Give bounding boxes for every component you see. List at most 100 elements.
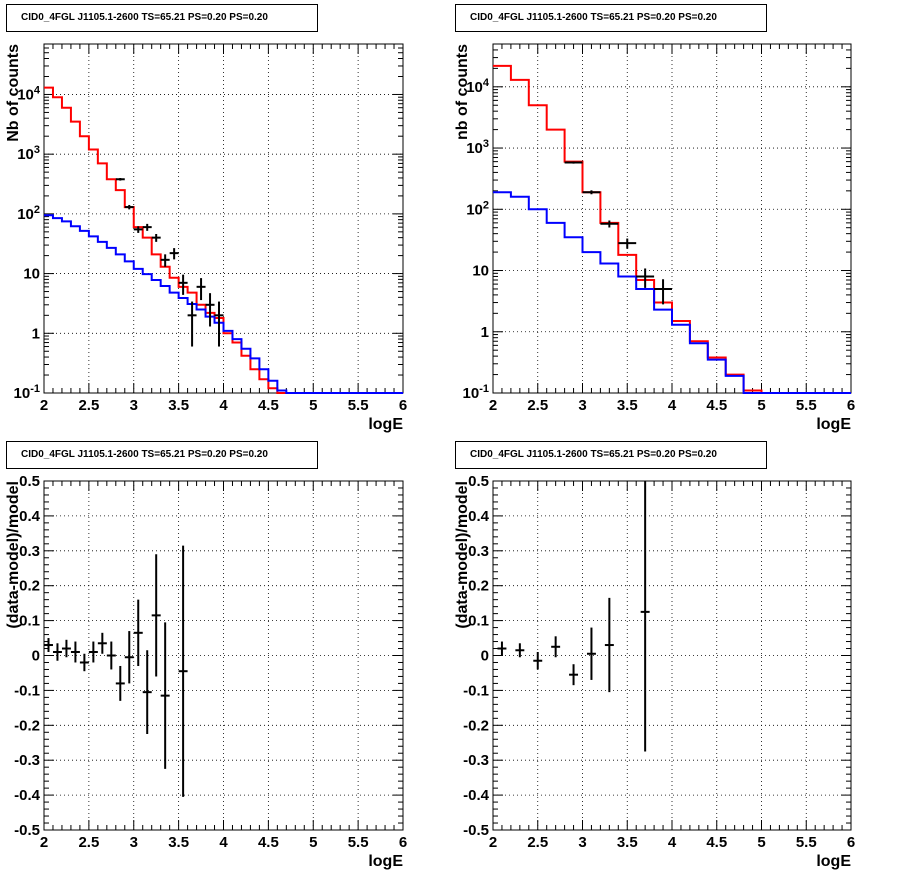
- data-point-3: [551, 636, 561, 658]
- x-tick-label: 3: [578, 834, 586, 851]
- y-tick-label: -0.2: [463, 717, 489, 734]
- data-point-3: [70, 641, 80, 663]
- x-tick-label: 3: [130, 834, 138, 851]
- x-tick-label: 4.5: [706, 397, 727, 414]
- data-point-11: [214, 301, 224, 347]
- y-axis-label: Nb of counts: [5, 44, 22, 142]
- data-point-5: [586, 627, 596, 680]
- x-tick-label: 6: [399, 834, 407, 851]
- x-tick-label: 5.5: [348, 397, 369, 414]
- y-tick-label: -0.1: [14, 682, 40, 699]
- x-tick-label: 3.5: [168, 834, 189, 851]
- x-tick-label: 2.5: [527, 397, 548, 414]
- y-tick-label: 0: [32, 648, 40, 665]
- y-tick-label: -0.5: [14, 822, 40, 839]
- y-tick-label: 103: [466, 138, 489, 157]
- y-tick-label: 10: [23, 266, 40, 283]
- data-point-0: [564, 161, 583, 164]
- y-axis-label: (data-model)/model: [5, 481, 22, 629]
- y-tick-label: -0.4: [14, 787, 41, 804]
- x-tick-label: 2: [40, 834, 48, 851]
- data-point-4: [636, 268, 655, 288]
- data-point-4: [569, 664, 579, 686]
- x-tick-label: 2: [489, 834, 497, 851]
- grid-lines: [44, 44, 403, 393]
- x-tick-label: 2.5: [527, 834, 548, 851]
- x-tick-label: 4: [219, 834, 228, 851]
- data-point-6: [604, 597, 614, 693]
- data-point-2: [533, 652, 543, 670]
- data-point-1: [582, 190, 601, 195]
- data-point-7: [640, 481, 650, 752]
- x-tick-label: 5: [757, 834, 765, 851]
- y-tick-label: 0.1: [468, 613, 489, 630]
- y-tick-label: -0.1: [463, 682, 489, 699]
- x-tick-label: 2: [489, 397, 497, 414]
- data-point-3: [618, 238, 637, 249]
- plot-title-bottom-left: CID0_4FGL J1105.1-2600 TS=65.21 PS=0.20 …: [6, 441, 318, 469]
- y-tick-label: 102: [17, 204, 40, 223]
- x-tick-label: 5: [309, 834, 317, 851]
- x-tick-label: 4: [668, 397, 677, 414]
- y-tick-label: 103: [17, 144, 40, 163]
- data-point-2: [600, 220, 619, 228]
- axis-ticks: [492, 480, 852, 831]
- x-tick-label: 6: [399, 397, 407, 414]
- axis-ticks: [43, 480, 404, 831]
- data-point-2: [61, 639, 71, 658]
- y-tick-label: 0.4: [468, 508, 490, 525]
- data-point-12: [151, 554, 161, 677]
- histogram-red: [493, 64, 851, 394]
- y-tick-label: 104: [17, 84, 41, 103]
- x-tick-label: 3: [130, 397, 138, 414]
- panel-2: 2 2.5 3 3.5 4 4.5 5 5.5 6 -0.5 -0.4 -0.3 -0.2 -0.1 0 0.…: [5, 473, 407, 870]
- data-point-1: [52, 643, 62, 661]
- data-point-7: [178, 274, 188, 295]
- data-point-6: [169, 248, 179, 260]
- y-tick-label: 0.2: [19, 578, 40, 595]
- x-tick-label: 4.5: [258, 834, 279, 851]
- y-tick-label: 102: [466, 199, 489, 218]
- data-point-4: [79, 653, 89, 672]
- y-tick-label: 0.4: [19, 508, 41, 525]
- data-point-8: [187, 301, 197, 347]
- y-tick-label: -0.4: [463, 787, 490, 804]
- data-point-5: [160, 254, 170, 267]
- y-tick-label: 10: [472, 263, 489, 280]
- data-point-10: [133, 599, 143, 666]
- x-tick-label: 3.5: [168, 397, 189, 414]
- x-axis-label: logE: [368, 853, 403, 870]
- x-axis-label: logE: [816, 853, 851, 870]
- data-point-11: [142, 650, 152, 735]
- y-tick-label: 10-1: [463, 383, 489, 402]
- plot-title-top-left: CID0_4FGL J1105.1-2600 TS=65.21 PS=0.20 …: [6, 4, 318, 32]
- y-tick-label: -0.3: [463, 752, 489, 769]
- x-tick-label: 4: [219, 397, 228, 414]
- x-tick-label: 5: [309, 397, 317, 414]
- grid-lines: [493, 481, 851, 830]
- panel-0: 2 2.5 3 3.5 4 4.5 5 5.5 6 10-1 1 10 102 103 104 logE Nb …: [5, 43, 407, 433]
- x-tick-label: 4: [668, 834, 677, 851]
- x-tick-label: 5.5: [348, 834, 369, 851]
- y-tick-label: -0.2: [14, 717, 40, 734]
- y-tick-label: 1: [481, 324, 489, 341]
- y-tick-label: 0.5: [468, 473, 489, 490]
- panel-3: 2 2.5 3 3.5 4 4.5 5 5.5 6 -0.5 -0.4 -0.3 -0.2 -0.1 0 0.…: [454, 473, 855, 870]
- x-tick-label: 3: [578, 397, 586, 414]
- x-tick-label: 5.5: [796, 397, 817, 414]
- data-point-1: [515, 643, 525, 658]
- data-point-0: [115, 177, 125, 181]
- y-tick-label: 0: [481, 648, 489, 665]
- x-tick-label: 3.5: [617, 834, 638, 851]
- y-tick-label: 0.2: [468, 578, 489, 595]
- y-tick-label: 0.3: [468, 543, 489, 560]
- data-point-9: [124, 631, 134, 684]
- axis-ticks: [43, 43, 404, 394]
- x-tick-label: 2.5: [78, 834, 99, 851]
- data-point-13: [160, 622, 170, 769]
- y-tick-label: 0.3: [19, 543, 40, 560]
- x-tick-label: 4.5: [258, 397, 279, 414]
- data-point-0: [44, 638, 53, 653]
- plot-title-top-right: CID0_4FGL J1105.1-2600 TS=65.21 PS=0.20 …: [455, 4, 767, 32]
- x-axis-label: logE: [816, 416, 851, 433]
